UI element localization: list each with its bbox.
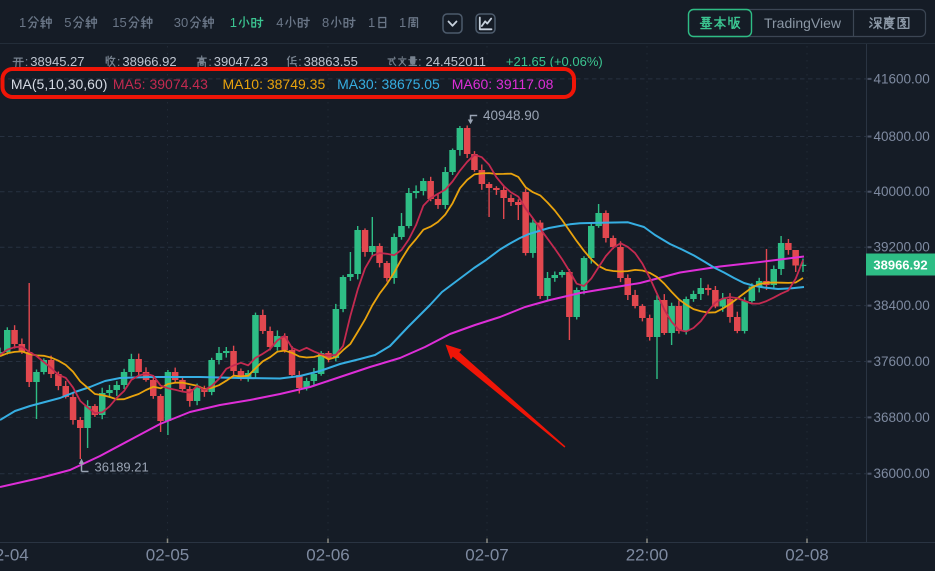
svg-text:41600.00: 41600.00 — [874, 71, 930, 86]
svg-text:24.452011: 24.452011 — [426, 54, 487, 69]
svg-text::: : — [208, 54, 212, 69]
svg-text:40000.00: 40000.00 — [874, 184, 930, 199]
svg-text:38945.27: 38945.27 — [30, 54, 84, 69]
svg-text:38966.92: 38966.92 — [122, 54, 176, 69]
svg-text:37600.00: 37600.00 — [874, 354, 930, 369]
svg-text:02-07: 02-07 — [465, 546, 508, 565]
svg-text:02-08: 02-08 — [785, 546, 828, 565]
svg-text:15: 15 — [112, 15, 126, 30]
svg-text:36189.21: 36189.21 — [95, 460, 149, 475]
svg-text:5: 5 — [64, 15, 71, 30]
svg-text:39047.23: 39047.23 — [214, 54, 268, 69]
svg-text:38400.00: 38400.00 — [874, 298, 930, 313]
svg-text:1: 1 — [368, 15, 375, 30]
svg-text:1: 1 — [230, 15, 237, 30]
svg-text:1: 1 — [19, 15, 26, 30]
svg-text:TradingView: TradingView — [764, 15, 842, 31]
svg-text:MA30: 38675.05: MA30: 38675.05 — [337, 76, 440, 92]
svg-text::: : — [418, 54, 422, 69]
svg-text:MA60: 39117.08: MA60: 39117.08 — [452, 76, 554, 92]
svg-text:MA(5,10,30,60): MA(5,10,30,60) — [11, 76, 108, 92]
svg-text:40800.00: 40800.00 — [874, 129, 930, 144]
svg-text::: : — [117, 54, 121, 69]
svg-text:02-06: 02-06 — [306, 546, 349, 565]
svg-text:MA10: 38749.35: MA10: 38749.35 — [223, 76, 326, 92]
svg-text:02-04: 02-04 — [0, 546, 29, 565]
svg-text:30: 30 — [174, 15, 188, 30]
svg-text:38966.92: 38966.92 — [873, 258, 927, 273]
svg-text:8: 8 — [322, 15, 329, 30]
svg-text:02-05: 02-05 — [146, 546, 189, 565]
svg-text::: : — [298, 54, 302, 69]
svg-text:4: 4 — [276, 15, 283, 30]
svg-text:36800.00: 36800.00 — [874, 410, 930, 425]
svg-text:39200.00: 39200.00 — [874, 240, 930, 255]
svg-text:36000.00: 36000.00 — [874, 466, 930, 481]
svg-text:1: 1 — [399, 15, 406, 30]
svg-text:+21.65 (+0.06%): +21.65 (+0.06%) — [506, 54, 603, 69]
svg-text:40948.90: 40948.90 — [483, 108, 539, 123]
svg-text:38863.55: 38863.55 — [304, 54, 358, 69]
svg-text::: : — [25, 54, 29, 69]
svg-text:MA5: 39074.43: MA5: 39074.43 — [113, 76, 208, 92]
svg-text:22:00: 22:00 — [626, 546, 669, 565]
